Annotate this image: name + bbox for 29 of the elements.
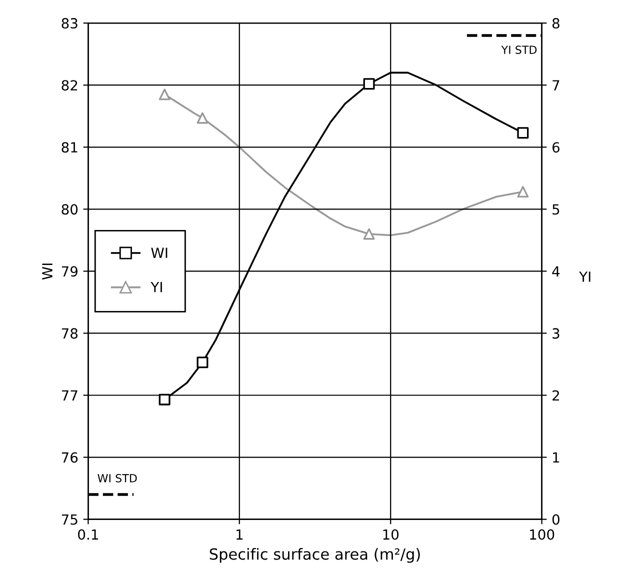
y-tick-label: 82	[62, 80, 78, 91]
y-tick-label: 79	[62, 266, 78, 277]
y-tick-label: 83	[62, 18, 78, 29]
ref-line-label: YI STD	[501, 46, 537, 54]
y2-tick-label: 0	[552, 514, 560, 525]
y-tick-label: 80	[62, 204, 78, 215]
x-tick-label: 100	[530, 529, 554, 540]
ref-line-label: WI STD	[98, 474, 137, 482]
y-axis-title: WI	[42, 264, 52, 280]
y2-tick-label: 6	[552, 142, 560, 153]
legend-label: WI	[151, 248, 168, 258]
y2-tick-label: 8	[552, 18, 560, 29]
x-axis-title: Specific surface area (m²/g)	[210, 548, 420, 563]
x-tick-label: 1	[236, 529, 243, 540]
y2-tick-label: 7	[552, 80, 560, 90]
x-tick-label: 0.1	[78, 529, 98, 540]
y-tick-label: 81	[62, 142, 78, 153]
y2-tick-label: 2	[552, 390, 559, 401]
x-tick-label: 10	[383, 529, 399, 540]
y-tick-label: 77	[62, 390, 78, 401]
y-tick-label: 75	[62, 514, 78, 525]
y-tick-label: 78	[62, 328, 78, 339]
y-tick-label: 76	[62, 452, 78, 463]
y2-tick-label: 5	[552, 204, 560, 215]
y2-axis-title: YI	[579, 272, 590, 282]
y2-tick-label: 4	[552, 266, 560, 276]
legend-label: YI	[150, 282, 162, 292]
y2-tick-label: 3	[552, 328, 560, 339]
y2-tick-label: 1	[553, 452, 560, 463]
